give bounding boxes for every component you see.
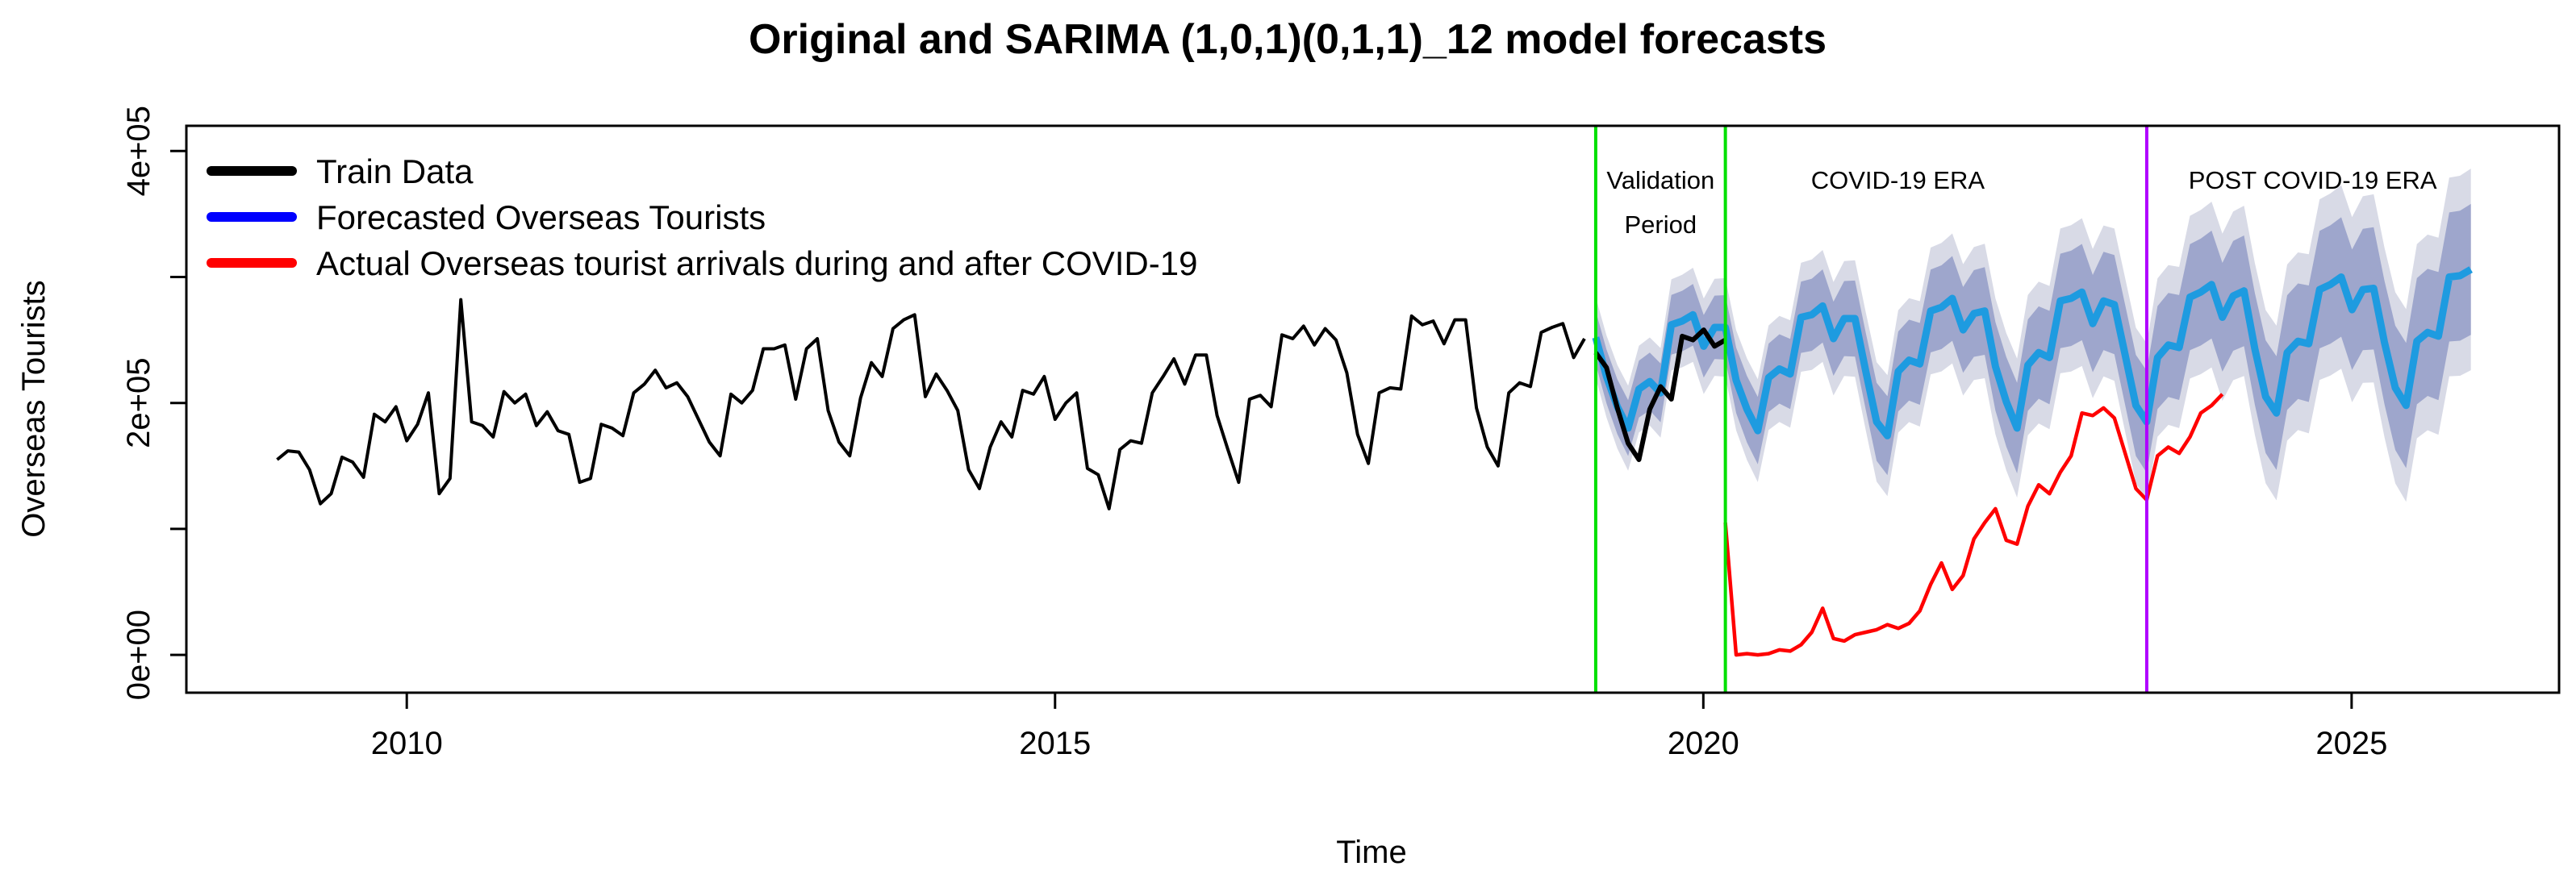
x-tick-label: 2010	[371, 726, 443, 761]
axes: 2010 2015 2020 2025 0e+00 2e+05 4e+05	[121, 106, 2387, 761]
x-axis-label: Time	[1336, 835, 1406, 870]
y-tick-label: 2e+05	[121, 358, 157, 448]
chart-title: Original and SARIMA (1,0,1)(0,1,1)_12 mo…	[749, 16, 1827, 63]
train-data-line	[276, 298, 1586, 510]
x-tick-label: 2015	[1019, 726, 1091, 761]
series-layer	[276, 266, 2473, 657]
legend-label-2: Forecasted Overseas Tourists	[316, 198, 766, 236]
forecast-bands	[1595, 169, 2471, 502]
annotations: Validation Period COVID-19 ERA POST COVID-1…	[1606, 166, 2437, 239]
y-tick-label: 4e+05	[121, 106, 157, 196]
forecast-80-band	[1595, 203, 2471, 476]
annotation-3: COVID-19 ERA	[1811, 166, 1985, 194]
legend-label-1: Train Data	[316, 152, 474, 190]
legend: Train Data Forecasted Overseas Tourists Ac…	[207, 152, 1197, 282]
vertical-lines	[1593, 126, 2148, 693]
x-tick-label: 2025	[2315, 726, 2387, 761]
annotation-1: Validation	[1606, 166, 1714, 194]
legend-label-3: Actual Overseas tourist arrivals during …	[316, 244, 1197, 282]
forecast-line	[1592, 266, 2473, 439]
y-axis-label: Overseas Tourists	[16, 280, 52, 537]
annotation-4: POST COVID-19 ERA	[2189, 166, 2437, 194]
x-tick-label: 2020	[1668, 726, 1739, 761]
annotation-2: Period	[1624, 210, 1697, 239]
validation-actual-line	[1593, 327, 1727, 462]
y-tick-label: 0e+00	[121, 610, 157, 700]
actual-covid-line	[1723, 393, 2224, 657]
